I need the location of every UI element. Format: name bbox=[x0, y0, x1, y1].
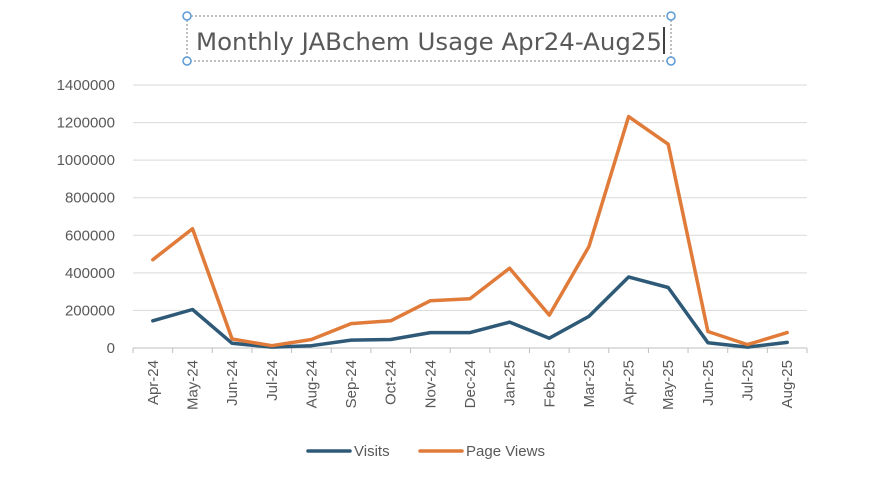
x-tick-label: Aug-24 bbox=[303, 360, 320, 408]
x-tick-label: Jun-25 bbox=[700, 360, 717, 406]
gridlines bbox=[133, 84, 807, 311]
plot-area bbox=[151, 114, 789, 349]
x-tick-label: Jul-25 bbox=[740, 360, 757, 401]
title-handle-top-left[interactable] bbox=[182, 11, 192, 21]
series-line-page-views[interactable] bbox=[151, 114, 789, 348]
y-tick-label: 1200000 bbox=[57, 115, 115, 132]
title-handle-bottom-right[interactable] bbox=[666, 56, 676, 66]
y-tick-label: 200000 bbox=[65, 302, 115, 319]
y-tick-label: 800000 bbox=[65, 190, 115, 207]
title-handle-bottom-left[interactable] bbox=[182, 56, 192, 66]
legend-label: Visits bbox=[354, 443, 390, 460]
x-tick-label: Mar-25 bbox=[581, 360, 598, 408]
chart-title[interactable]: Monthly JABchem Usage Apr24-Aug25 bbox=[196, 28, 662, 56]
x-tick-label: Apr-25 bbox=[621, 360, 638, 405]
y-tick-label: 0 bbox=[107, 340, 115, 357]
y-tick-label: 400000 bbox=[65, 265, 115, 282]
chart-title-box[interactable]: Monthly JABchem Usage Apr24-Aug25 bbox=[182, 11, 676, 66]
y-tick-label: 600000 bbox=[65, 227, 115, 244]
x-tick-label: Oct-24 bbox=[383, 360, 400, 405]
legend: Visits Page Views bbox=[306, 443, 545, 460]
x-tick-label: Feb-25 bbox=[541, 360, 558, 408]
x-tick-label: Sep-24 bbox=[343, 360, 360, 408]
x-tick-label: Apr-24 bbox=[145, 360, 162, 405]
x-tick-label: Aug-25 bbox=[779, 360, 796, 408]
x-tick-label: May-24 bbox=[184, 360, 201, 410]
y-axis: 0 200000 400000 600000 800000 1000000 1200000 1… bbox=[57, 77, 115, 357]
x-tick-label: Jan-25 bbox=[502, 360, 519, 406]
x-tick-label: Jul-24 bbox=[264, 360, 281, 401]
legend-label: Page Views bbox=[466, 443, 545, 460]
x-axis: Apr-24 May-24 Jun-24 Jul-24 Aug-24 Sep-24 Oct-… bbox=[132, 347, 808, 410]
x-tick-label: Jun-24 bbox=[224, 360, 241, 406]
y-tick-label: 1400000 bbox=[57, 77, 115, 94]
title-selection-frame[interactable] bbox=[186, 15, 672, 62]
x-tick-label: Nov-24 bbox=[422, 360, 439, 408]
x-tick-label: Dec-24 bbox=[462, 360, 479, 408]
series-line-visits[interactable] bbox=[151, 275, 789, 349]
y-tick-label: 1000000 bbox=[57, 152, 115, 169]
title-handle-top-right[interactable] bbox=[666, 11, 676, 21]
x-tick-label: May-25 bbox=[660, 360, 677, 410]
